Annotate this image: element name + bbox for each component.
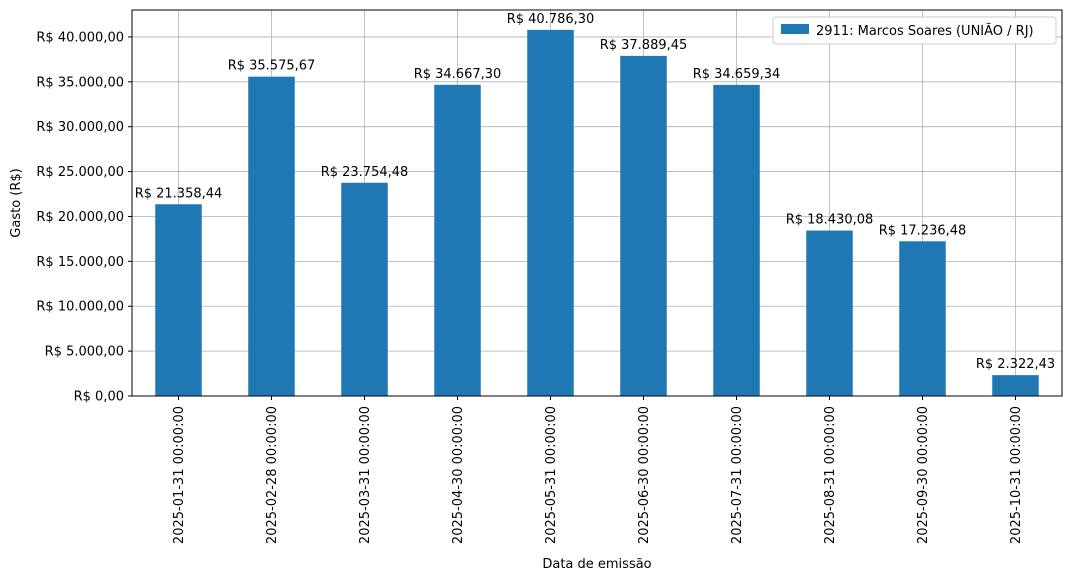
bar [899,241,946,396]
y-tick-label: R$ 10.000,00 [36,300,124,315]
bar [713,84,760,396]
x-axis-label: Data de emissão [542,557,651,572]
y-tick-label: R$ 5.000,00 [45,345,124,360]
data-label: R$ 18.430,08 [786,213,874,228]
x-tick-label: 2025-07-31 00:00:00 [730,406,745,544]
x-tick-label: 2025-10-31 00:00:00 [1009,406,1024,544]
y-tick-label: R$ 35.000,00 [36,75,124,90]
legend-box [772,16,1057,45]
y-tick-label: R$ 15.000,00 [36,255,124,270]
x-tick-label: 2025-08-31 00:00:00 [823,406,838,544]
plot-frame [131,9,1063,397]
bar [620,55,667,396]
y-tick-label: R$ 25.000,00 [36,165,124,180]
legend-swatch [781,24,809,34]
data-label: R$ 35.575,67 [228,59,316,74]
y-tick-label: R$ 40.000,00 [36,30,124,45]
x-ticks: 2025-01-31 00:00:00 2025-02-28 00:00:00 20… [172,396,1024,544]
x-tick-label: 2025-06-30 00:00:00 [637,406,652,544]
data-label: R$ 34.659,34 [693,67,781,82]
x-tick-label: 2025-09-30 00:00:00 [916,406,931,544]
y-axis-label: Gasto (R$) [9,168,24,237]
y-tick-label: R$ 30.000,00 [36,120,124,135]
bar [527,29,574,396]
data-label: R$ 2.322,43 [976,357,1055,372]
x-tick-label: 2025-03-31 00:00:00 [358,406,373,544]
data-label: R$ 37.889,45 [600,38,688,53]
data-label: R$ 23.754,48 [321,165,409,180]
x-tick-label: 2025-04-30 00:00:00 [451,406,466,544]
bar [992,375,1039,396]
x-tick-label: 2025-01-31 00:00:00 [172,406,187,544]
y-ticks: R$ 0,00 R$ 5.000,00 R$ 10.000,00 R$ 15.000,… [36,30,132,405]
x-tick-label: 2025-05-31 00:00:00 [544,406,559,544]
bar [434,84,481,397]
y-tick-label: R$ 20.000,00 [36,210,124,225]
y-tick-label: R$ 0,00 [74,390,124,405]
bar [155,204,202,396]
legend-label: 2911: Marcos Soares (UNIÃO / RJ) [816,23,1034,39]
data-label: R$ 21.358,44 [135,186,223,201]
bar [248,76,295,397]
data-label: R$ 40.786,30 [507,12,595,27]
bar [341,182,388,396]
bars [155,29,1039,397]
data-labels: R$ 21.358,44 R$ 35.575,67 R$ 23.754,48 R$ 3… [135,12,1055,372]
data-label: R$ 17.236,48 [879,223,967,238]
legend: 2911: Marcos Soares (UNIÃO / RJ) [772,16,1057,45]
data-label: R$ 34.667,30 [414,67,502,82]
bar [806,230,853,396]
x-tick-label: 2025-02-28 00:00:00 [265,406,280,544]
